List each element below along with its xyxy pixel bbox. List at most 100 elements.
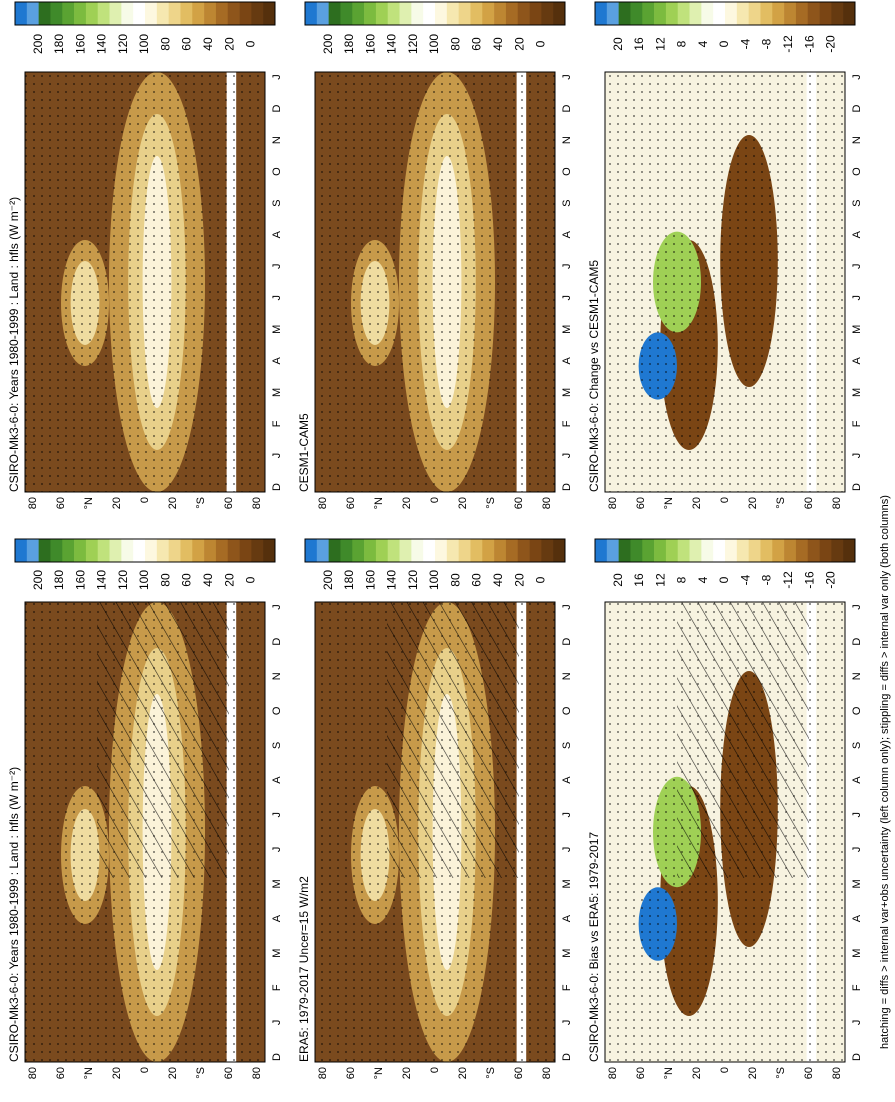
month-label: A — [851, 914, 863, 922]
colorbar-swatch — [168, 2, 181, 25]
colorbar-swatch — [760, 2, 773, 25]
colorbar-label: 16 — [632, 37, 646, 51]
month-label: M — [851, 325, 863, 334]
colorbar-swatch — [677, 2, 690, 25]
colorbar-swatch — [725, 539, 738, 562]
month-label: A — [561, 914, 573, 922]
month-label: O — [851, 706, 863, 715]
colorbar-swatch — [665, 539, 679, 562]
colorbar-swatch — [541, 539, 554, 562]
lat-label: 60 — [345, 1067, 357, 1079]
colorbar-frame — [594, 1, 856, 26]
month-label: J — [271, 74, 283, 80]
colorbar-label: 0 — [534, 40, 548, 47]
colorbar-swatch — [38, 539, 51, 562]
month-label: A — [271, 914, 283, 922]
lat-label: 80 — [607, 1067, 619, 1079]
colorbar-swatch — [772, 2, 785, 25]
lat-label: °N — [373, 1067, 385, 1079]
contour-field — [25, 72, 265, 492]
month-label: D — [271, 1053, 283, 1061]
colorbar-label: 12 — [653, 573, 667, 587]
month-label: A — [851, 357, 863, 365]
colorbar-swatch — [458, 2, 471, 25]
lat-label: 0 — [429, 497, 441, 503]
colorbar-label: 40 — [201, 37, 215, 51]
colorbar-label: 20 — [611, 573, 625, 587]
colorbar-swatch — [541, 2, 554, 25]
colorbar-swatch — [529, 539, 542, 562]
colorbar-label: 12 — [653, 37, 667, 51]
month-label: J — [561, 74, 573, 80]
colorbar-swatch — [482, 2, 495, 25]
lat-label: 80 — [607, 497, 619, 509]
month-label: N — [271, 136, 283, 144]
lat-label: 20 — [401, 497, 413, 509]
colorbar-label: -8 — [760, 38, 774, 49]
month-label: N — [271, 672, 283, 680]
colorbar-frame — [304, 538, 566, 563]
colorbar-frame — [14, 538, 276, 563]
colorbar-label: 20 — [611, 37, 625, 51]
lat-label: 20 — [691, 1067, 703, 1079]
colorbar-swatch — [505, 539, 519, 562]
colorbar-swatch — [399, 2, 412, 25]
colorbar-label: -4 — [738, 574, 752, 585]
colorbar-label: -16 — [802, 35, 816, 53]
colorbar-swatch — [328, 2, 341, 25]
colorbar-swatch — [121, 539, 134, 562]
colorbar-swatch — [807, 539, 820, 562]
panel: CSIRO-Mk3-6-0: Years 1980-1999 : Land : … — [7, 1, 283, 509]
colorbar-label: 160 — [73, 34, 87, 54]
colorbar-swatch — [654, 2, 667, 25]
colorbar-label: 200 — [31, 570, 45, 590]
lat-label: 20 — [111, 1067, 123, 1079]
panel-frame — [604, 71, 846, 493]
panel-frame — [314, 71, 556, 493]
colorbar-label: 60 — [470, 37, 484, 51]
lat-label: 80 — [541, 497, 553, 509]
colorbar-swatch — [713, 2, 726, 25]
colorbar-swatch — [97, 2, 110, 25]
colorbar-swatch — [482, 539, 495, 562]
colorbar-label: 120 — [406, 570, 420, 590]
colorbar-swatch — [677, 539, 690, 562]
lat-label: °S — [775, 1067, 787, 1079]
colorbar-swatch — [630, 2, 643, 25]
colorbar-label: -20 — [824, 35, 838, 53]
month-label: M — [271, 325, 283, 334]
colorbar-swatch — [62, 2, 75, 25]
colorbar-swatch — [713, 539, 726, 562]
colorbar-label: 180 — [52, 570, 66, 590]
colorbar-swatch — [26, 539, 39, 562]
contour-field — [315, 72, 555, 492]
colorbar-swatch — [50, 539, 63, 562]
colorbar-swatch — [251, 2, 264, 25]
month-label: A — [561, 776, 573, 784]
lat-label: 80 — [541, 1067, 553, 1079]
colorbar-label: -16 — [802, 571, 816, 589]
panel-frame — [604, 601, 846, 1063]
colorbar-label: -20 — [824, 571, 838, 589]
colorbar-swatch — [109, 2, 122, 25]
colorbar-label: 4 — [696, 40, 710, 47]
month-label: O — [851, 167, 863, 176]
colorbar-swatch — [701, 539, 714, 562]
colorbar-label: 120 — [406, 34, 420, 54]
month-label: M — [561, 949, 573, 958]
panel: CSIRO-Mk3-6-0: Bias vs ERA5: 1979-201780… — [587, 538, 863, 1079]
lat-label: 20 — [167, 1067, 179, 1079]
month-label: J — [271, 847, 283, 853]
colorbar-swatch — [305, 539, 318, 562]
lat-label: 0 — [139, 1067, 151, 1073]
month-label: J — [851, 604, 863, 610]
panel-title: ERA5: 1979-2017 Uncer=15 W/m2 — [297, 876, 311, 1062]
colorbar-swatch — [97, 539, 110, 562]
colorbar-swatch — [227, 539, 240, 562]
month-label: D — [271, 483, 283, 491]
colorbar-swatch — [630, 539, 643, 562]
lat-label: 80 — [317, 497, 329, 509]
month-label: D — [851, 483, 863, 491]
contour-field — [315, 602, 555, 1062]
